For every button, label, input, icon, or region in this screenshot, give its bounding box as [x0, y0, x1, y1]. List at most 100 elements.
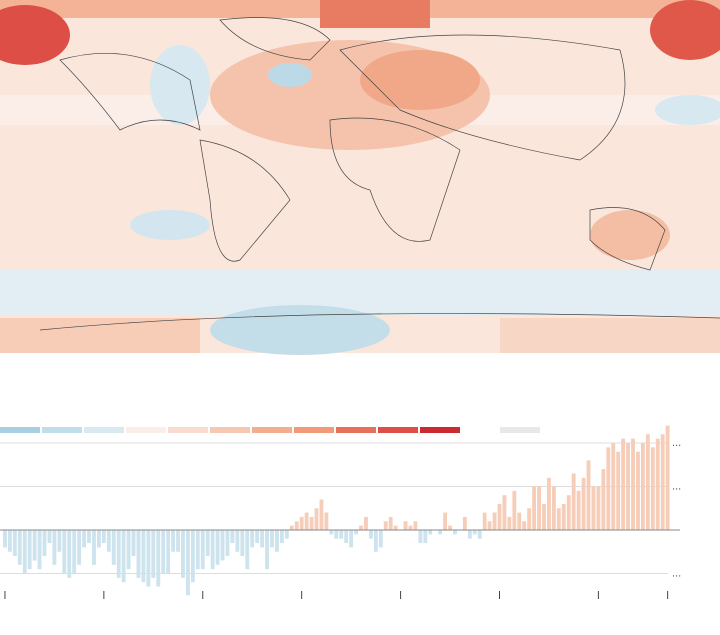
bar [32, 530, 37, 561]
bar [438, 530, 443, 535]
bar [220, 530, 225, 561]
bar [210, 530, 215, 570]
bar [383, 521, 388, 530]
bar [591, 486, 596, 530]
bar [171, 530, 176, 552]
legend-swatch [126, 427, 166, 433]
bar [67, 530, 72, 578]
bar [245, 530, 250, 570]
bar [344, 530, 349, 544]
bar [141, 530, 146, 583]
bar [537, 486, 541, 530]
bar [467, 530, 472, 539]
bar [507, 516, 512, 530]
bar [96, 530, 101, 548]
bar [413, 521, 418, 530]
bar [472, 530, 477, 535]
bar [17, 530, 22, 565]
bar [82, 530, 87, 548]
bar [7, 530, 12, 552]
bar [284, 530, 289, 539]
bar [378, 530, 383, 548]
bar [47, 530, 52, 544]
bar [527, 508, 532, 530]
bar [116, 530, 121, 578]
legend-swatch [0, 427, 40, 433]
bar [200, 530, 205, 570]
bar [77, 530, 82, 565]
bar [225, 530, 230, 557]
bar [176, 530, 180, 552]
bar [289, 525, 294, 530]
bar [571, 473, 576, 530]
legend-swatch [210, 427, 250, 433]
bar [492, 512, 497, 530]
bar [616, 451, 621, 530]
bar [359, 525, 363, 530]
bar [364, 516, 368, 530]
bar [37, 530, 42, 570]
bar [532, 486, 537, 530]
bar [522, 521, 527, 530]
bar [111, 530, 116, 565]
bar [215, 530, 220, 565]
bar [650, 447, 655, 530]
legend-swatch [294, 427, 334, 433]
bar [260, 530, 265, 548]
bar [195, 530, 200, 570]
bar [275, 530, 279, 552]
bar [161, 530, 166, 574]
bar [660, 434, 665, 530]
bar [279, 530, 284, 544]
bar [319, 499, 324, 530]
bar [166, 530, 171, 574]
bar [230, 530, 235, 544]
bar [547, 477, 551, 530]
bar [314, 508, 319, 530]
bar [453, 530, 457, 535]
bar [92, 530, 96, 565]
bar [448, 525, 452, 530]
legend-swatch [252, 427, 292, 433]
bar [606, 447, 611, 530]
bar [403, 521, 408, 530]
bar [368, 530, 373, 539]
bar [611, 443, 616, 530]
bar [3, 530, 7, 548]
bar [185, 530, 190, 596]
bar [240, 530, 245, 557]
bar [621, 438, 626, 530]
bar [601, 469, 606, 530]
bar [636, 451, 640, 530]
bar [640, 443, 645, 530]
bar [42, 530, 47, 557]
bar [586, 460, 591, 530]
bar [22, 530, 27, 574]
bar [304, 512, 309, 530]
bar [12, 530, 17, 557]
bar [626, 443, 631, 530]
bar [665, 425, 670, 530]
bar [146, 530, 151, 587]
bar [250, 530, 255, 548]
y-tick-label: ... [672, 480, 681, 492]
bar [581, 477, 586, 530]
bar [299, 516, 304, 530]
bar [502, 495, 507, 530]
bar [57, 530, 62, 552]
bar [542, 503, 546, 530]
bar [106, 530, 111, 552]
bar [566, 495, 571, 530]
bar [373, 530, 378, 552]
bar [205, 530, 210, 557]
legend-swatch [378, 427, 418, 433]
bar [517, 512, 522, 530]
bar [561, 503, 566, 530]
bar [52, 530, 57, 565]
temperature-map [0, 0, 720, 355]
bar [121, 530, 126, 583]
bar [270, 530, 274, 548]
bar [354, 530, 359, 535]
bar [497, 503, 502, 530]
